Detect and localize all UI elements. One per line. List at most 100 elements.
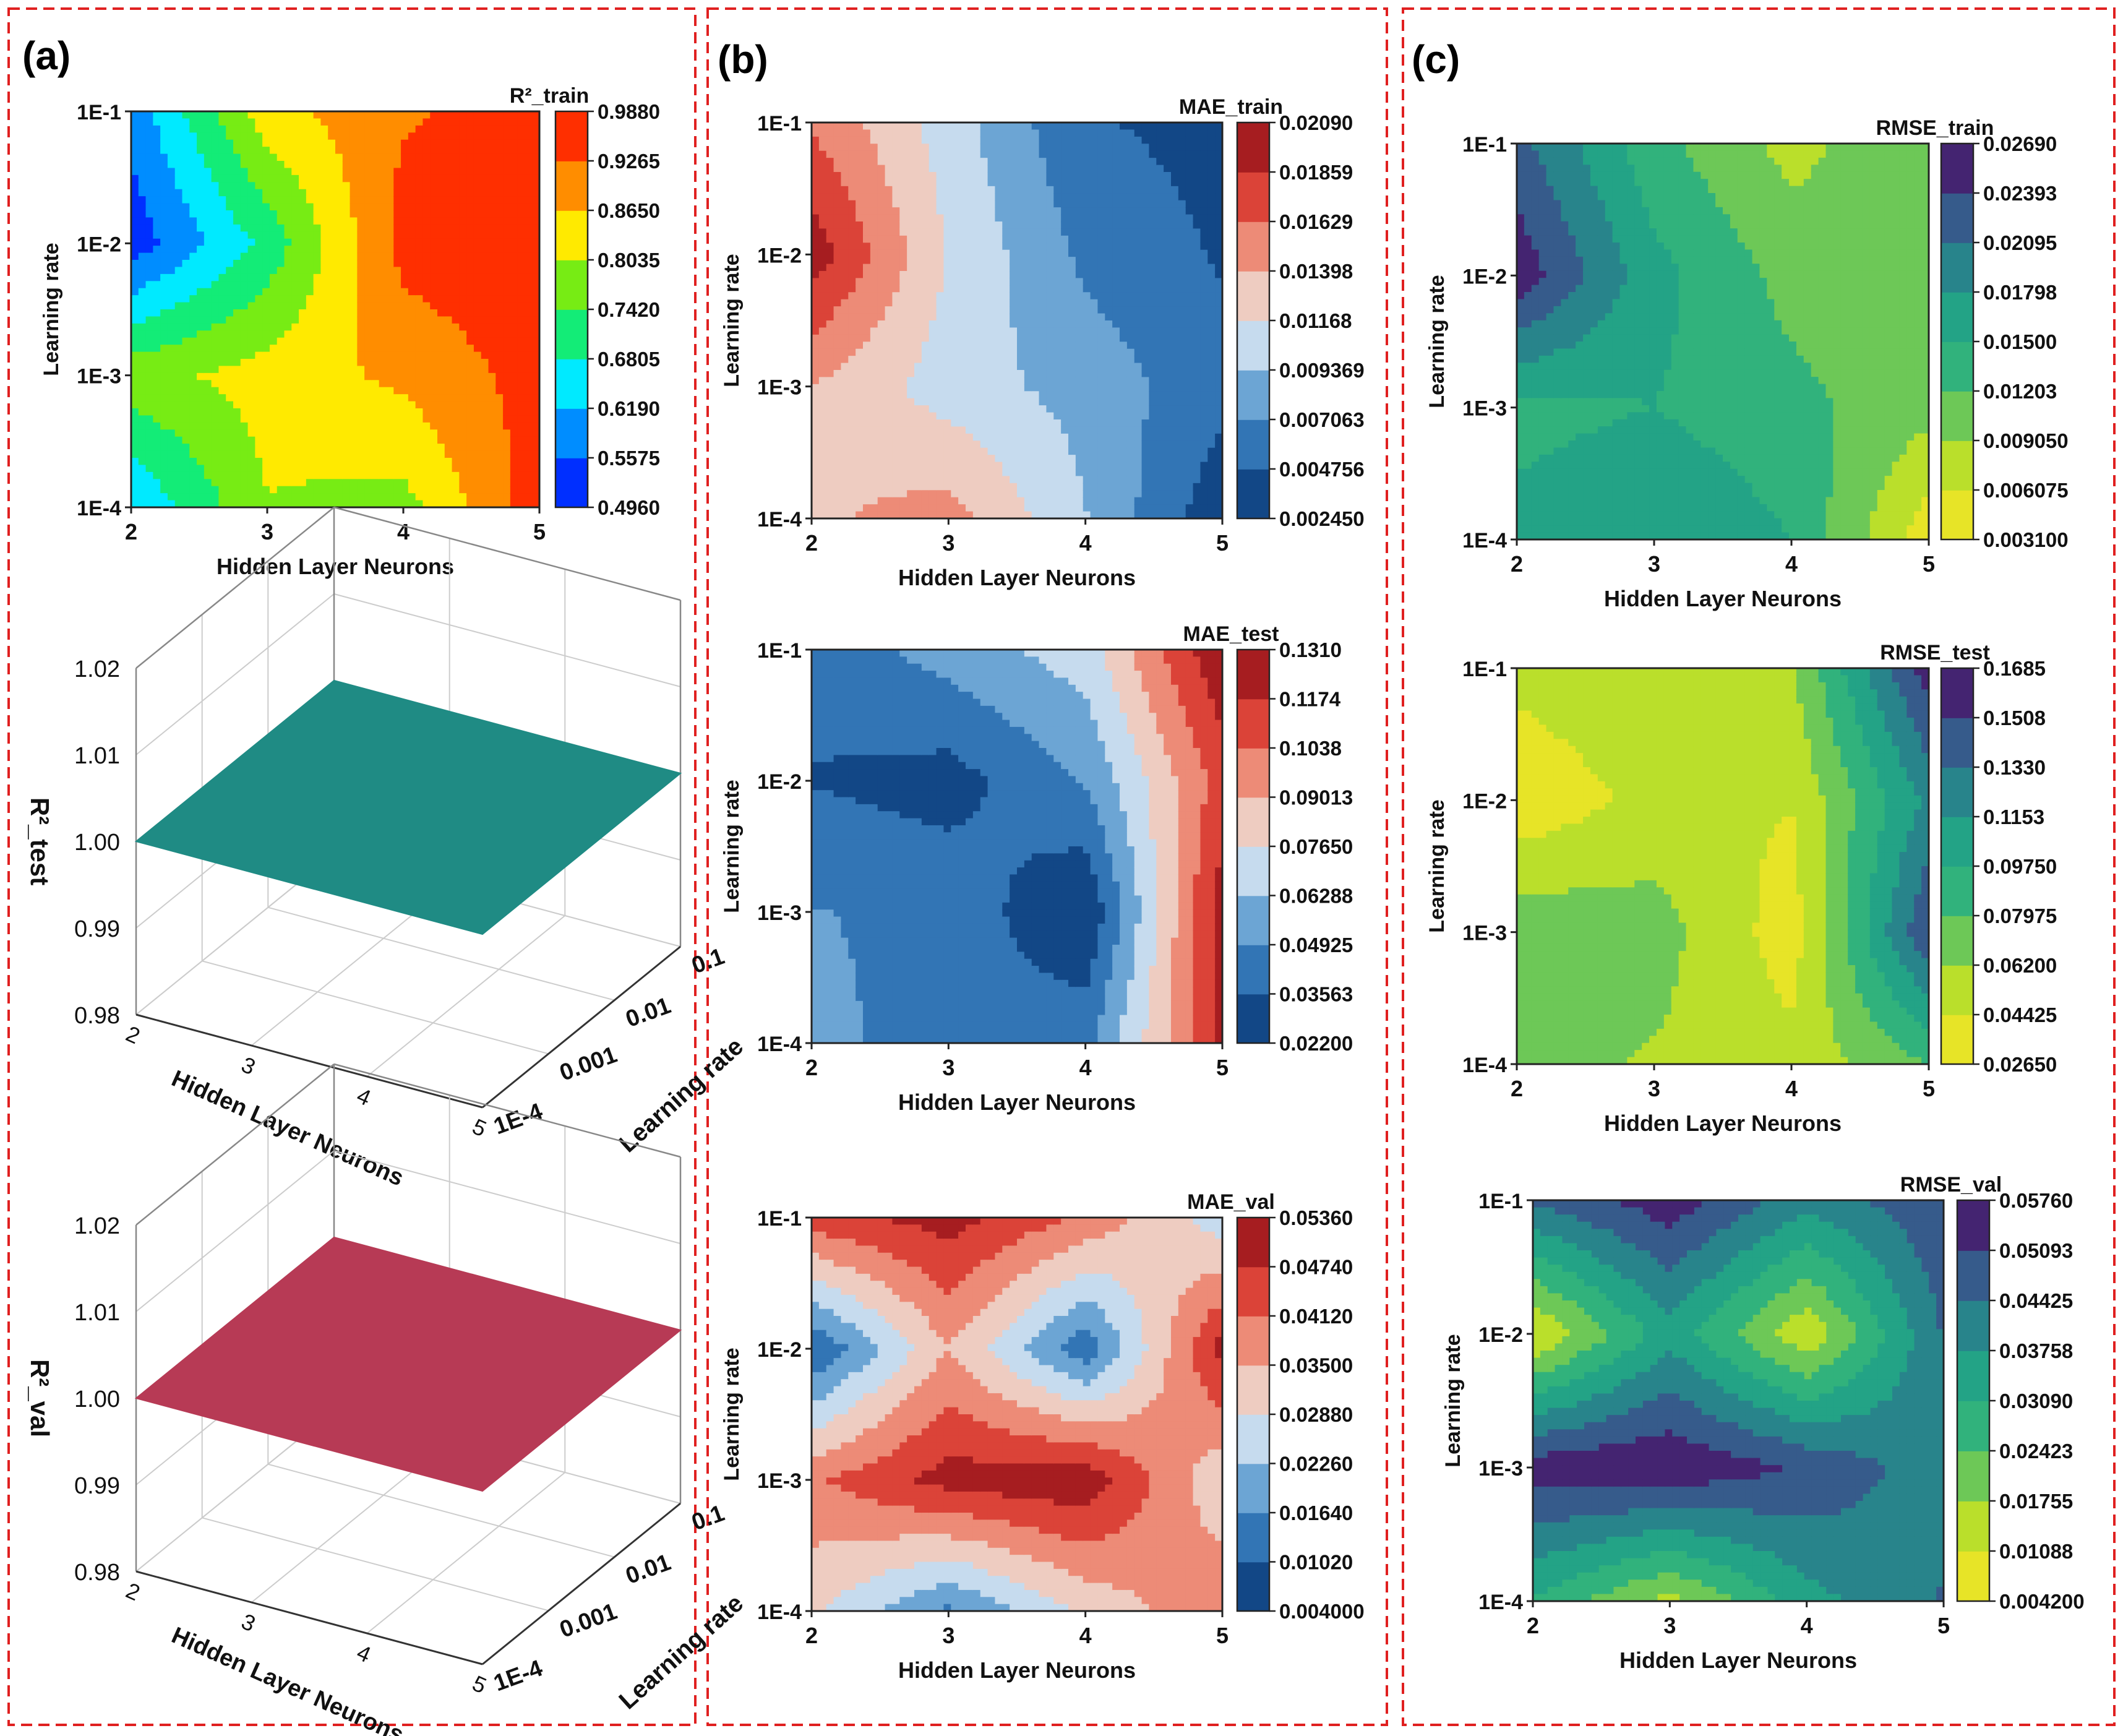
colorbar-tick-label: 0.006075 bbox=[1983, 479, 2069, 502]
colorbar-tick-label: 0.009369 bbox=[1279, 359, 1365, 382]
z-tick-label: 1.00 bbox=[74, 1386, 120, 1412]
contour-field bbox=[812, 122, 1222, 518]
colorbar-step bbox=[555, 309, 588, 359]
colorbar-step bbox=[555, 408, 588, 458]
colorbar-step bbox=[1957, 1551, 1989, 1602]
x-tick-label: 5 bbox=[1216, 530, 1229, 556]
y-tick-label: 1E-3 bbox=[757, 376, 802, 400]
colorbar-step bbox=[1237, 1414, 1269, 1464]
y-tick-label: 1E-1 bbox=[77, 101, 121, 124]
colorbar-step bbox=[1237, 1463, 1269, 1513]
colorbar-tick-label: 0.07650 bbox=[1279, 835, 1353, 858]
y-tick-label: 1E-4 bbox=[491, 1656, 546, 1697]
grid-line bbox=[202, 1517, 549, 1612]
chart-mae_train: 2 3 4 5 1E-4 1E-3 1E-2 1E-1 Hidden Layer Neurons… bbox=[720, 95, 1365, 590]
colorbar-step bbox=[1941, 391, 1973, 441]
colorbar-step bbox=[1941, 144, 1973, 194]
y-tick-label: 1E-1 bbox=[757, 112, 802, 135]
x-axis-label: Hidden Layer Neurons bbox=[168, 1065, 407, 1191]
colorbar-tick-label: 0.004200 bbox=[1999, 1590, 2085, 1613]
colorbar-tick-label: 0.5575 bbox=[598, 447, 660, 470]
colorbar-tick-label: 0.01500 bbox=[1983, 330, 2057, 353]
y-tick-label: 1E-2 bbox=[757, 770, 802, 794]
colorbar-step bbox=[1941, 440, 1973, 491]
x-tick-label: 2 bbox=[1511, 1076, 1523, 1101]
colorbar-tick-label: 0.02880 bbox=[1279, 1403, 1353, 1426]
colorbar-tick-label: 0.1330 bbox=[1983, 756, 2046, 779]
colorbar-tick-label: 0.04425 bbox=[1983, 1003, 2057, 1026]
y-tick-label: 1E-2 bbox=[77, 233, 121, 256]
colorbar-step bbox=[1237, 1513, 1269, 1563]
x-tick-label: 4 bbox=[1079, 1623, 1092, 1648]
colorbar-tick-label: 0.05360 bbox=[1279, 1206, 1353, 1229]
y-tick-label: 1E-1 bbox=[1462, 658, 1507, 681]
y-tick-label: 1E-4 bbox=[757, 1033, 802, 1056]
plot-frame bbox=[1532, 1199, 1945, 1602]
panel-borders bbox=[7, 7, 2116, 1726]
colorbar-step bbox=[1957, 1200, 1989, 1251]
plot-frame bbox=[810, 648, 1224, 1044]
z-tick-label: 1.00 bbox=[74, 830, 120, 856]
y-tick-label: 1E-2 bbox=[757, 244, 802, 267]
colorbar-step bbox=[1941, 243, 1973, 293]
y-axis-line bbox=[482, 945, 681, 1109]
grid-line bbox=[333, 593, 681, 687]
chart-title: RMSE_test bbox=[1880, 641, 1990, 664]
z-tick-label: 1.02 bbox=[74, 656, 120, 682]
colorbar-step bbox=[1237, 370, 1269, 420]
z-tick-label: 0.98 bbox=[74, 1003, 120, 1029]
x-tick-label: 2 bbox=[122, 1578, 144, 1606]
colorbar-step bbox=[1237, 469, 1269, 519]
y-tick-label: 1E-4 bbox=[77, 497, 121, 520]
colorbar-tick-label: 0.04740 bbox=[1279, 1256, 1353, 1279]
x-tick-label: 4 bbox=[397, 519, 410, 544]
x-tick-label: 2 bbox=[805, 1055, 818, 1080]
x-tick-label: 5 bbox=[469, 1670, 491, 1699]
x-tick-label: 2 bbox=[125, 519, 137, 544]
z-tick-label: 1.01 bbox=[74, 1300, 120, 1326]
colorbar-step bbox=[1237, 650, 1269, 700]
y-tick-label: 1E-3 bbox=[1462, 922, 1507, 945]
contour-field bbox=[1517, 668, 1929, 1064]
colorbar-tick-label: 0.4960 bbox=[598, 496, 660, 519]
x-axis-label: Hidden Layer Neurons bbox=[1619, 1648, 1857, 1673]
x-axis-label: Hidden Layer Neurons bbox=[898, 1089, 1136, 1115]
x-tick-label: 3 bbox=[1648, 1076, 1660, 1101]
colorbar-tick-label: 0.04425 bbox=[1999, 1289, 2073, 1312]
chart-rmse_test: 2 3 4 5 1E-4 1E-3 1E-2 1E-1 Hidden Layer Neurons… bbox=[1425, 641, 2057, 1136]
z-axis-label: R²_test bbox=[25, 797, 54, 885]
y-tick-label: 0.001 bbox=[556, 1599, 620, 1643]
colorbar-step bbox=[1237, 846, 1269, 896]
x-tick-label: 3 bbox=[942, 1055, 954, 1080]
colorbar-tick-label: 0.02393 bbox=[1983, 182, 2057, 205]
plot-frame bbox=[1516, 667, 1930, 1065]
colorbar-step bbox=[555, 359, 588, 409]
colorbar-step bbox=[1237, 748, 1269, 798]
z-tick-label: 0.99 bbox=[74, 1473, 120, 1499]
surface-plane bbox=[134, 1236, 682, 1492]
y-tick-label: 1E-1 bbox=[1478, 1190, 1523, 1213]
colorbar-tick-label: 0.03758 bbox=[1999, 1339, 2073, 1362]
colorbar-tick-label: 0.009050 bbox=[1983, 429, 2069, 452]
colorbar-step bbox=[1237, 797, 1269, 847]
colorbar-tick-label: 0.01203 bbox=[1983, 380, 2057, 403]
colorbar-tick-label: 0.7420 bbox=[598, 298, 660, 321]
colorbar-step bbox=[1957, 1501, 1989, 1552]
colorbar-step bbox=[1941, 292, 1973, 342]
x-tick-label: 2 bbox=[805, 1623, 818, 1648]
colorbar-step bbox=[1941, 1015, 1973, 1065]
colorbar-tick-label: 0.01398 bbox=[1279, 260, 1353, 283]
x-tick-label: 5 bbox=[1937, 1613, 1950, 1638]
chart-title: MAE_test bbox=[1183, 622, 1279, 646]
y-tick-label: 1E-2 bbox=[1462, 789, 1507, 813]
contour-field bbox=[1533, 1200, 1944, 1601]
y-tick-label: 1E-3 bbox=[757, 1469, 802, 1493]
y-tick-label: 1E-1 bbox=[1462, 133, 1507, 157]
colorbar-step bbox=[1237, 1316, 1269, 1366]
colorbar-step bbox=[1941, 916, 1973, 966]
colorbar-tick-label: 0.04120 bbox=[1279, 1305, 1353, 1328]
colorbar-tick-label: 0.06200 bbox=[1983, 954, 2057, 977]
chart-title: RMSE_val bbox=[1900, 1173, 2002, 1197]
